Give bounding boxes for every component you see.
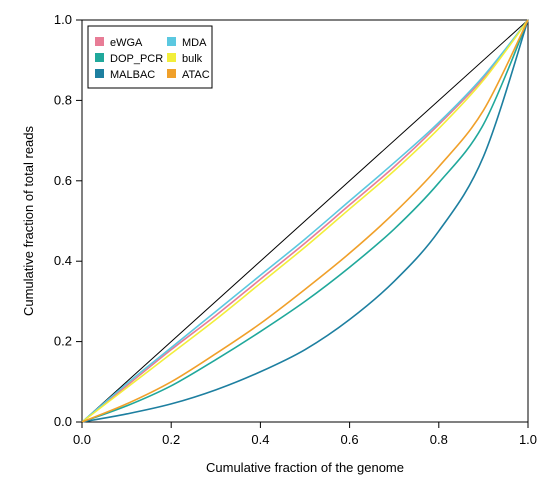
legend-label: bulk <box>182 53 203 65</box>
x-tick-label: 1.0 <box>519 432 537 447</box>
series-line-dop-pcr <box>81 19 529 423</box>
y-tick-label: 0.0 <box>54 414 72 429</box>
series-line-atac <box>81 19 529 423</box>
legend: eWGA MDA DOP_PCR bulk MALBAC ATAC <box>87 25 213 89</box>
x-tick-label: 0.8 <box>430 432 448 447</box>
y-axis: 0.0 0.2 0.4 0.6 0.8 1.0 <box>54 12 82 429</box>
legend-swatch <box>167 53 176 62</box>
y-tick-label: 0.6 <box>54 173 72 188</box>
x-tick-label: 0.2 <box>162 432 180 447</box>
series-line-ewga <box>81 19 529 423</box>
legend-label: DOP_PCR <box>110 53 163 65</box>
series-line-bulk <box>81 19 529 423</box>
x-tick-label: 0.0 <box>73 432 91 447</box>
legend-swatch <box>167 37 176 46</box>
legend-swatch <box>95 53 104 62</box>
legend-swatch <box>95 69 104 78</box>
legend-label: eWGA <box>110 37 143 49</box>
series-line-malbac <box>81 19 529 423</box>
y-axis-label: Cumulative fraction of total reads <box>21 125 36 316</box>
y-tick-label: 0.4 <box>54 253 72 268</box>
plot-frame <box>81 19 529 423</box>
chart-marks <box>81 19 529 423</box>
legend-label: MALBAC <box>110 69 155 81</box>
y-tick-label: 0.8 <box>54 92 72 107</box>
series-line-mda <box>81 19 529 423</box>
legend-label: ATAC <box>182 69 210 81</box>
legend-swatch <box>167 69 176 78</box>
x-tick-label: 0.6 <box>341 432 359 447</box>
x-tick-label: 0.4 <box>251 432 269 447</box>
legend-swatch <box>95 37 104 46</box>
y-tick-label: 1.0 <box>54 12 72 27</box>
reference-diagonal <box>81 19 529 423</box>
y-tick-label: 0.2 <box>54 334 72 349</box>
legend-label: MDA <box>182 37 207 49</box>
x-axis: 0.0 0.2 0.4 0.6 0.8 1.0 <box>73 422 537 447</box>
legend-box <box>87 25 213 89</box>
x-axis-label: Cumulative fraction of the genome <box>206 460 404 475</box>
